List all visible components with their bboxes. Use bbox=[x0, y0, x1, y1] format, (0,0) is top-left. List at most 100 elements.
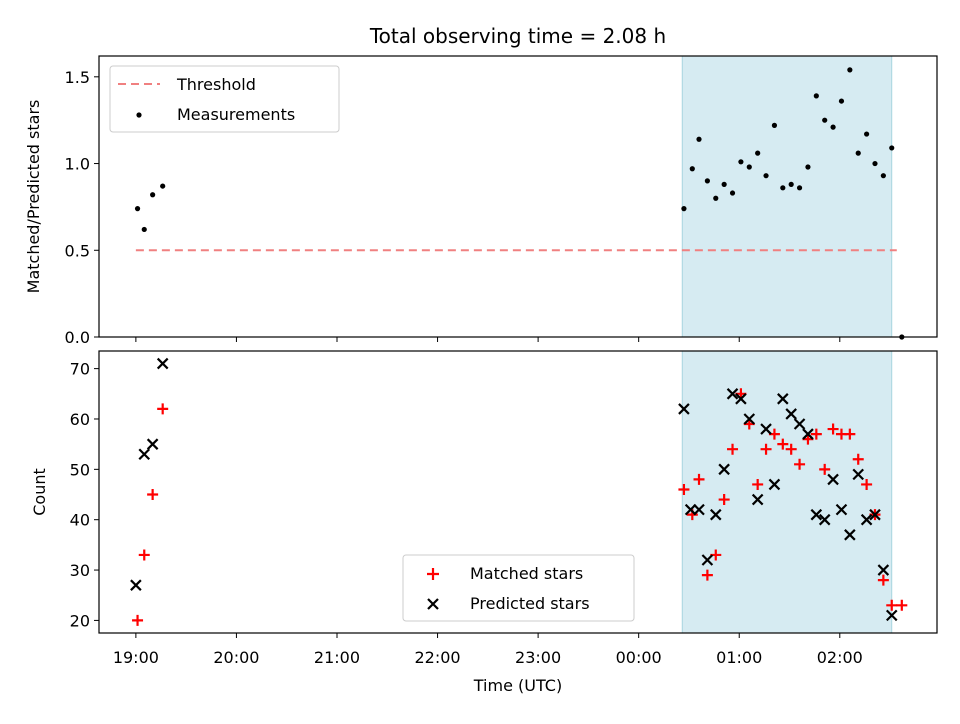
measurement-point-9 bbox=[721, 181, 727, 187]
predicted-star-marker-23 bbox=[835, 503, 848, 516]
predicted-star-marker-25 bbox=[852, 468, 865, 481]
matched-star-marker-4 bbox=[678, 483, 690, 495]
legend-measurement-swatch bbox=[136, 112, 142, 118]
legend-predicted-label: Predicted stars bbox=[470, 594, 590, 613]
measurement-point-19 bbox=[805, 164, 811, 170]
matched-star-marker-1 bbox=[138, 549, 150, 561]
measurement-point-15 bbox=[771, 122, 778, 128]
matched-star-marker-22 bbox=[827, 423, 839, 435]
measurement-point-24 bbox=[847, 67, 853, 73]
ratio-legend-box bbox=[109, 65, 340, 133]
legend-matched-swatch bbox=[427, 568, 439, 580]
predicted-star-marker-17 bbox=[785, 408, 797, 420]
predicted-star-marker-3 bbox=[156, 357, 169, 370]
legend-measurement-label: Measurements bbox=[177, 105, 295, 124]
predicted-star-marker-27 bbox=[869, 508, 881, 521]
chart-title: Total observing time = 2.08 h bbox=[369, 24, 666, 48]
measurement-point-1 bbox=[141, 226, 147, 233]
matched-star-marker-25 bbox=[852, 453, 864, 465]
matched-star-marker-24 bbox=[844, 428, 856, 440]
measurement-point-28 bbox=[880, 173, 886, 179]
predicted-star-marker-12 bbox=[743, 413, 756, 425]
ratio-y-tick-label-0: 0.0 bbox=[65, 328, 90, 347]
ratio-y-axis-label: Matched/Predicted stars bbox=[24, 100, 43, 294]
x-tick-label-7: 02:00 bbox=[817, 648, 863, 667]
count-y-tick-label-1: 30 bbox=[70, 561, 90, 580]
measurement-point-26 bbox=[864, 131, 870, 137]
predicted-star-marker-8 bbox=[709, 508, 722, 521]
measurement-point-12 bbox=[746, 164, 752, 170]
x-tick-label-4: 23:00 bbox=[515, 648, 561, 667]
ratio-panel-frame bbox=[98, 55, 938, 338]
predicted-star-marker-10 bbox=[726, 388, 739, 400]
matched-star-marker-20 bbox=[810, 428, 822, 440]
predicted-star-marker-13 bbox=[751, 493, 764, 506]
predicted-star-marker-7 bbox=[701, 554, 714, 566]
predicted-star-marker-5 bbox=[684, 503, 697, 516]
predicted-star-marker-19 bbox=[802, 428, 814, 440]
predicted-star-marker-20 bbox=[810, 508, 823, 521]
ratio-y-tick-label-3: 1.5 bbox=[65, 68, 90, 87]
matched-star-marker-10 bbox=[727, 443, 739, 455]
count-panel-frame bbox=[98, 350, 938, 634]
measurement-point-2 bbox=[150, 192, 156, 198]
ratio-y-tick-label-2: 1.0 bbox=[65, 155, 90, 174]
predicted-star-marker-18 bbox=[793, 418, 806, 430]
count-legend: Matched stars Predicted stars bbox=[402, 554, 635, 622]
matched-star-marker-7 bbox=[701, 569, 713, 581]
legend-matched-label: Matched stars bbox=[470, 564, 583, 583]
measurement-point-14 bbox=[763, 173, 769, 179]
measurement-point-11 bbox=[738, 159, 744, 165]
matched-star-marker-14 bbox=[760, 443, 772, 455]
measurement-point-0 bbox=[134, 206, 141, 212]
count-panel: 20 30 40 50 60 70 19:00 20:00 21:00 22:00 23:00 00… bbox=[30, 350, 938, 695]
measurement-point-22 bbox=[830, 124, 836, 130]
measurement-point-13 bbox=[755, 150, 761, 156]
matched-star-marker-21 bbox=[819, 463, 831, 475]
x-axis-label: Time (UTC) bbox=[473, 676, 562, 695]
count-y-tick-label-4: 60 bbox=[70, 410, 90, 429]
legend-matched-plus bbox=[427, 568, 439, 580]
matched-star-marker-30 bbox=[896, 599, 908, 611]
matched-star-marker-16 bbox=[777, 438, 789, 450]
x-tick-label-6: 01:00 bbox=[716, 648, 762, 667]
matched-star-marker-17 bbox=[785, 443, 797, 455]
measurement-point-20 bbox=[813, 93, 819, 99]
count-y-tick-label-3: 50 bbox=[70, 460, 90, 479]
matched-star-marker-28 bbox=[877, 574, 889, 586]
x-tick-label-0: 19:00 bbox=[113, 648, 159, 667]
x-tick-label-1: 20:00 bbox=[213, 648, 259, 667]
predicted-star-marker-9 bbox=[718, 463, 730, 476]
measurement-point-18 bbox=[796, 185, 803, 191]
measurement-point-10 bbox=[729, 190, 736, 196]
measurement-point-25 bbox=[855, 150, 861, 156]
predicted-star-marker-24 bbox=[844, 529, 856, 541]
measurement-point-16 bbox=[780, 185, 786, 191]
matched-star-marker-13 bbox=[752, 478, 764, 490]
ratio-legend: Threshold Measurements bbox=[109, 65, 340, 133]
x-tick-label-3: 22:00 bbox=[414, 648, 460, 667]
matched-star-marker-6 bbox=[693, 473, 705, 485]
predicted-star-marker-22 bbox=[827, 473, 839, 486]
measurement-point-23 bbox=[838, 98, 845, 104]
predicted-star-marker-16 bbox=[777, 393, 789, 405]
matched-star-marker-3 bbox=[157, 403, 169, 415]
predicted-star-marker-28 bbox=[877, 564, 890, 576]
predicted-star-marker-0 bbox=[130, 579, 142, 591]
predicted-star-markers bbox=[130, 357, 898, 622]
count-y-axis-label: Count bbox=[30, 468, 49, 516]
count-legend-box bbox=[402, 554, 635, 622]
measurement-point-8 bbox=[713, 195, 719, 201]
matched-star-marker-29 bbox=[886, 599, 898, 611]
measurement-point-7 bbox=[704, 178, 710, 184]
observing-window-shade-top bbox=[681, 55, 893, 338]
ratio-x-ticks bbox=[135, 337, 841, 342]
count-y-tick-label-0: 20 bbox=[70, 611, 90, 630]
legend-threshold-label: Threshold bbox=[176, 75, 256, 94]
measurement-point-17 bbox=[788, 181, 794, 187]
predicted-star-marker-29 bbox=[885, 609, 898, 622]
ratio-panel: 0.0 0.5 1.0 1.5 Matched/Predicted stars Thr… bbox=[24, 55, 938, 347]
ratio-y-tick-label-1: 0.5 bbox=[65, 241, 90, 260]
measurement-point-29 bbox=[889, 145, 895, 151]
